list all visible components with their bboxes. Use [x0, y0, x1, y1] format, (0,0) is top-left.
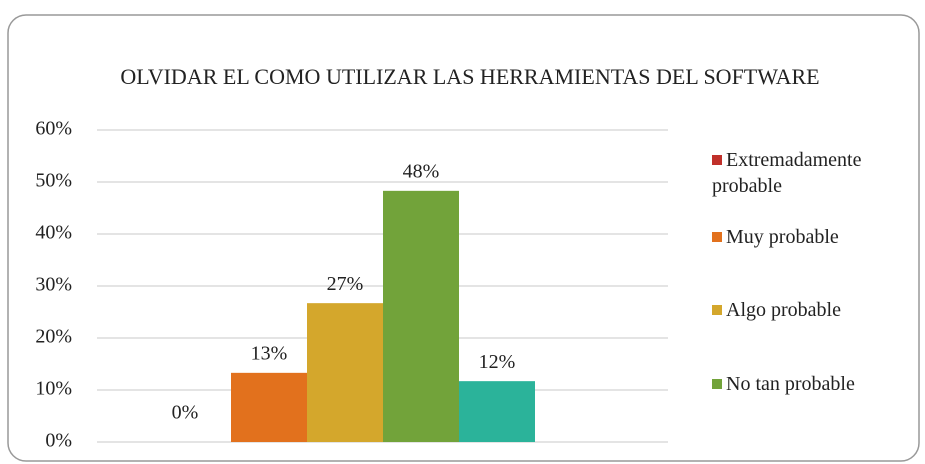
y-tick-label: 50%	[35, 170, 72, 192]
data-label: 27%	[327, 273, 364, 295]
legend-label: Algo probable	[726, 299, 841, 321]
legend-swatch	[712, 232, 722, 242]
y-tick-label: 0%	[45, 430, 72, 452]
y-tick-label: 20%	[35, 326, 72, 348]
legend-label: Muy probable	[726, 226, 839, 248]
legend-label: No tan probable	[726, 373, 855, 395]
y-tick-label: 40%	[35, 222, 72, 244]
bar	[231, 372, 307, 442]
bar	[307, 303, 383, 442]
bar	[383, 190, 459, 442]
chart-border	[7, 14, 920, 462]
y-tick-label: 60%	[35, 118, 72, 140]
legend-item: Extremadamente probable	[712, 147, 917, 199]
data-label: 13%	[251, 342, 288, 364]
y-tick-label: 10%	[35, 378, 72, 400]
data-label: 48%	[403, 160, 440, 182]
legend-swatch	[712, 379, 722, 389]
legend-label: Extremadamente probable	[712, 149, 862, 197]
legend-item: Muy probable	[712, 224, 917, 250]
y-tick-label: 30%	[35, 274, 72, 296]
legend-swatch	[712, 305, 722, 315]
bar	[459, 381, 535, 442]
data-label: 12%	[479, 351, 516, 373]
chart-title: OLVIDAR EL COMO UTILIZAR LAS HERRAMIENTA…	[120, 64, 820, 89]
legend-swatch	[712, 155, 722, 165]
legend-item: No tan probable	[712, 371, 917, 397]
legend-item: Algo probable	[712, 297, 917, 323]
data-label: 0%	[172, 402, 199, 424]
